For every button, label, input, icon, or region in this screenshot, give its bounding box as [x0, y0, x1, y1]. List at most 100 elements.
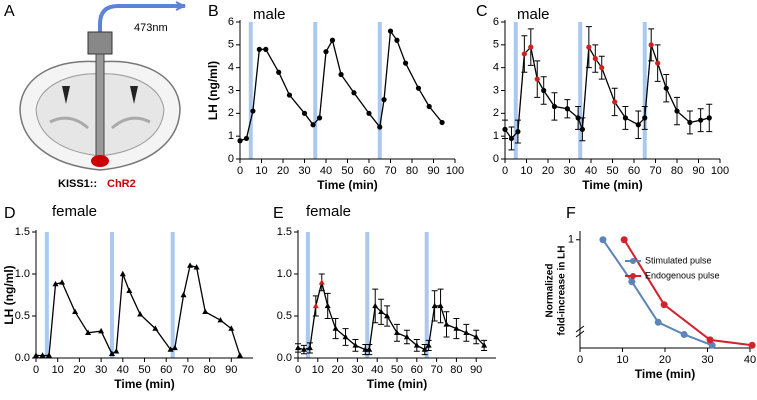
- data-point: [443, 321, 450, 327]
- data-point: [655, 60, 661, 66]
- x-tick-label: 10: [52, 364, 64, 376]
- y-axis-label: Normalized: [545, 264, 556, 318]
- data-point: [481, 342, 488, 348]
- panel-label: F: [566, 205, 576, 222]
- data-point: [515, 129, 521, 135]
- x-tick-label: 10: [616, 354, 628, 366]
- data-point: [250, 108, 256, 114]
- stimulus-bar: [424, 232, 429, 358]
- data-point: [402, 60, 409, 66]
- chart-title: female: [306, 203, 351, 220]
- x-axis-label: Time (min): [114, 377, 174, 391]
- x-axis-label: Time (min): [317, 178, 377, 192]
- data-point: [300, 346, 307, 352]
- stimulus-bar: [513, 22, 518, 159]
- y-axis-label: LH (ng/ml): [206, 61, 220, 120]
- x-tick-label: 60: [628, 165, 640, 177]
- x-tick-label: 60: [363, 165, 375, 177]
- x-tick-label: 30: [95, 364, 107, 376]
- data-point: [323, 49, 329, 55]
- panel-label: E: [273, 205, 284, 222]
- data-point: [521, 51, 527, 57]
- stimulus-bar: [365, 232, 370, 358]
- y-tick-label: 6: [228, 16, 234, 28]
- data-point: [167, 346, 174, 352]
- stimulus-bar: [44, 232, 49, 358]
- data-point: [654, 318, 662, 326]
- optic-fiber: [98, 4, 185, 32]
- data-point: [748, 341, 756, 349]
- data-point: [599, 236, 607, 244]
- y-tick-label: 1: [493, 130, 499, 142]
- x-tick-label: 100: [711, 165, 729, 177]
- data-point: [318, 279, 325, 285]
- data-point: [698, 117, 704, 123]
- data-point: [660, 301, 668, 309]
- data-point: [263, 46, 269, 53]
- data-point: [687, 119, 693, 126]
- data-point: [52, 280, 59, 287]
- data-point: [228, 325, 235, 331]
- x-axis-label: Time (min): [367, 377, 427, 391]
- y-tick-label: 1.0: [277, 268, 292, 280]
- data-point: [312, 302, 319, 309]
- x-tick-label: 90: [692, 165, 704, 177]
- y-tick-label: 0: [228, 153, 234, 165]
- data-point: [564, 106, 570, 112]
- data-point: [706, 115, 712, 121]
- data-point: [126, 287, 133, 293]
- ferrule: [87, 31, 113, 55]
- data-point: [620, 236, 628, 244]
- data-point: [342, 333, 349, 340]
- data-point: [193, 264, 200, 270]
- x-tick-label: 70: [430, 364, 442, 376]
- x-tick-label: 0: [237, 165, 243, 177]
- stimulus-bar: [170, 232, 175, 358]
- data-point: [366, 110, 372, 116]
- legend-marker: [630, 273, 636, 279]
- x-tick-label: 20: [73, 364, 85, 376]
- data-point: [592, 55, 598, 62]
- x-tick-label: 40: [371, 364, 383, 376]
- data-point: [415, 85, 422, 91]
- chart-title: male: [253, 6, 286, 23]
- data-point: [39, 352, 46, 358]
- data-point: [680, 330, 688, 338]
- panel-label: D: [4, 205, 16, 222]
- data-point: [276, 69, 282, 75]
- x-tick-label: 10: [520, 165, 532, 177]
- data-point: [663, 85, 669, 91]
- data-point: [426, 103, 432, 110]
- data-point: [575, 115, 581, 121]
- data-point: [708, 341, 716, 349]
- x-tick-label: 20: [542, 165, 554, 177]
- series-line: [239, 29, 443, 142]
- light-arrow: [175, 1, 187, 11]
- x-tick-label: 50: [138, 364, 150, 376]
- data-point: [612, 99, 618, 105]
- x-axis-label: Time (min): [582, 178, 642, 192]
- data-point: [352, 342, 359, 348]
- x-tick-label: 70: [649, 165, 661, 177]
- stimulus-bar: [305, 232, 310, 358]
- x-tick-label: 30: [563, 165, 575, 177]
- y-tick-label: 2: [228, 107, 234, 119]
- x-tick-label: 30: [351, 364, 363, 376]
- data-point: [329, 37, 336, 43]
- x-axis-label: Time (min): [635, 367, 695, 381]
- data-point: [551, 103, 558, 110]
- data-point: [366, 346, 373, 352]
- x-tick-label: 20: [277, 165, 289, 177]
- data-point: [463, 329, 470, 335]
- data-point: [403, 333, 410, 340]
- legend-marker: [630, 258, 636, 264]
- x-tick-label: 90: [225, 364, 237, 376]
- data-point: [46, 352, 53, 358]
- data-point: [372, 302, 379, 309]
- data-point: [171, 344, 178, 351]
- data-point: [236, 352, 243, 358]
- x-tick-label: 0: [577, 354, 583, 366]
- data-point: [180, 291, 187, 298]
- x-tick-label: 60: [411, 364, 423, 376]
- data-point: [439, 119, 445, 126]
